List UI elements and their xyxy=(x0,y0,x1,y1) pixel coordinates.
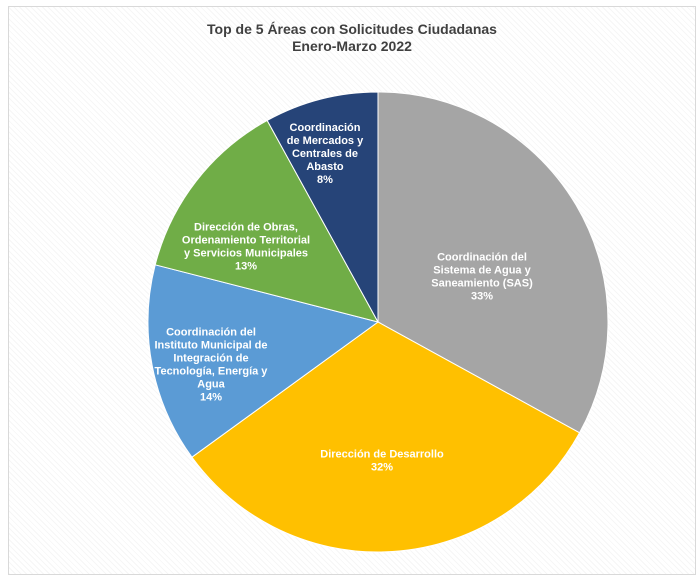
pie-slice xyxy=(191,321,581,553)
slice-label-line: Sistema de Agua y xyxy=(433,265,531,277)
slice-label-line: Abasto xyxy=(306,161,344,173)
slice-label-line: Instituto Municipal de xyxy=(154,340,267,352)
slice-percent: 32% xyxy=(371,462,393,474)
pie-slices xyxy=(147,91,609,553)
pie-slice xyxy=(377,91,609,434)
chart-title-block: Top de 5 Áreas con Solicitudes Ciudadana… xyxy=(8,21,696,55)
slice-label-line: Agua xyxy=(197,379,225,391)
chart-title: Top de 5 Áreas con Solicitudes Ciudadana… xyxy=(207,21,497,37)
pie-slice xyxy=(154,119,379,323)
chart-subtitle: Enero-Marzo 2022 xyxy=(292,38,412,54)
slice-label-line: Coordinación del xyxy=(437,252,527,264)
slice-label: Dirección de Obras, Ordenamiento Territor… xyxy=(182,222,310,273)
slice-label-line: Coordinación xyxy=(290,122,361,134)
slice-label-line: Tecnología, Energía y xyxy=(155,366,269,378)
slice-label: Coordinación del Instituto Municipal de In… xyxy=(154,327,268,404)
slice-percent: 14% xyxy=(200,392,222,404)
slice-label-line: Saneamiento (SAS) xyxy=(431,278,533,290)
slice-label: Dirección de Desarrollo 32% xyxy=(320,449,444,474)
slice-label-line: Dirección de Desarrollo xyxy=(320,449,444,461)
slice-label-line: Coordinación del xyxy=(166,327,256,339)
pie-labels: Coordinación del Sistema de Agua y Saneami… xyxy=(154,122,533,474)
slice-label-line: de Mercados y xyxy=(287,135,364,147)
slice-percent: 13% xyxy=(235,261,257,273)
slice-label-line: y Servicios Municipales xyxy=(184,248,308,260)
slice-label-line: Dirección de Obras, xyxy=(194,222,298,234)
slice-label-line: Integración de xyxy=(173,353,248,365)
slice-label-line: Ordenamiento Territorial xyxy=(182,235,310,247)
slice-label: Coordinación del Sistema de Agua y Saneami… xyxy=(431,252,533,303)
slice-percent: 8% xyxy=(317,174,333,186)
pie-slice xyxy=(147,264,380,458)
pie-slice xyxy=(266,91,379,323)
slice-percent: 33% xyxy=(471,291,493,303)
slice-label: Coordinación de Mercados y Centrales de Aba… xyxy=(287,122,364,186)
slice-label-line: Centrales de xyxy=(292,148,358,160)
